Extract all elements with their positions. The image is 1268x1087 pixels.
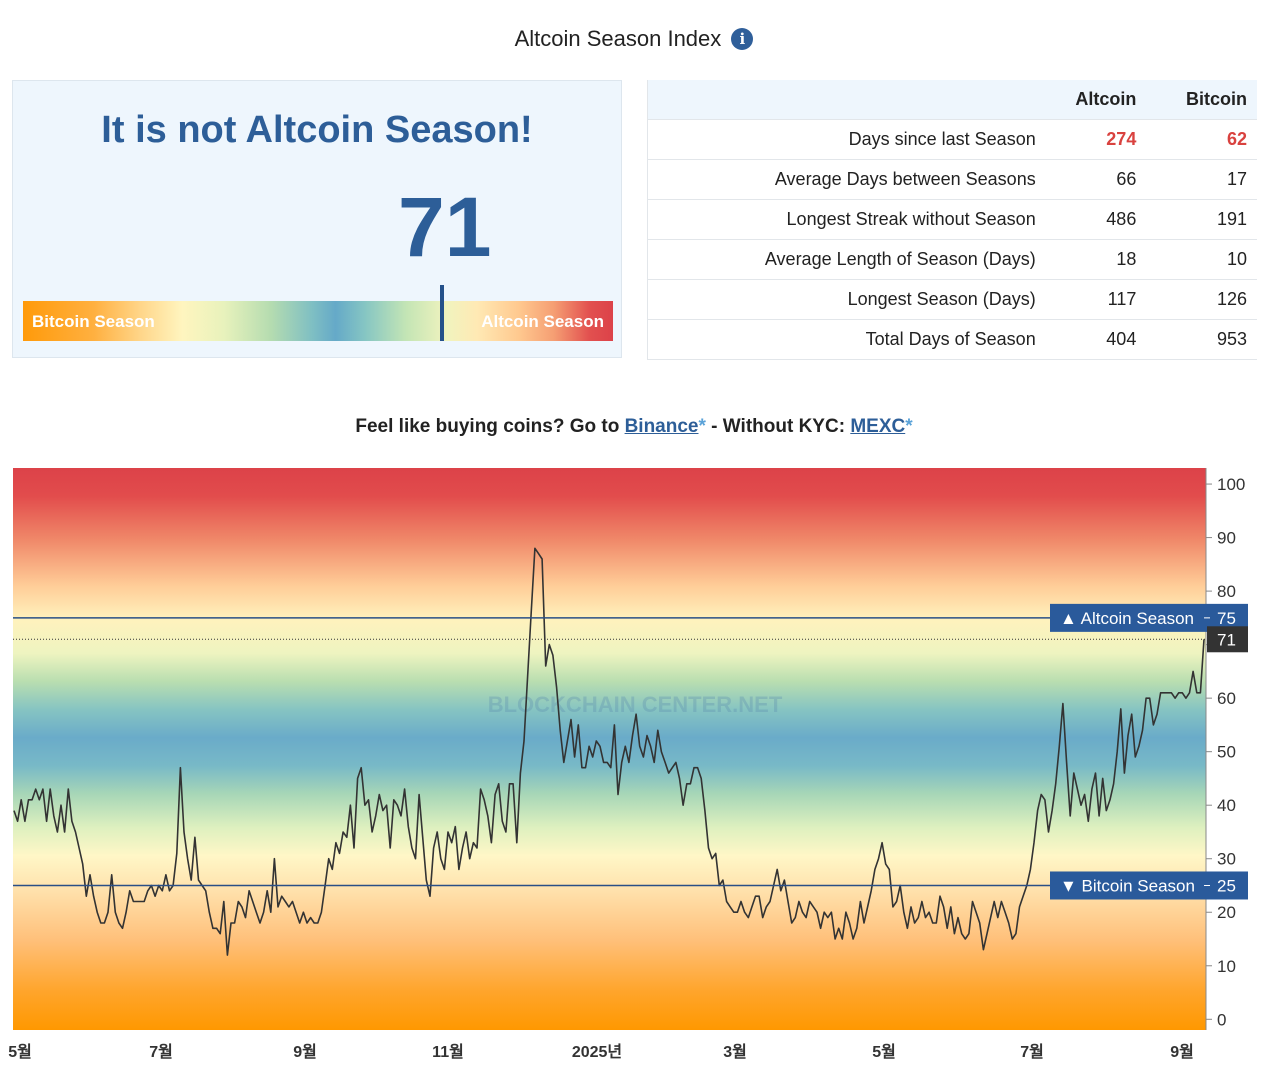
x-tick-label: 7월 [1020, 1043, 1044, 1061]
table-row: Total Days of Season 404 953 [647, 319, 1257, 360]
y-tick-label: 10 [1217, 957, 1236, 976]
table-row: Average Days between Seasons 66 17 [647, 159, 1257, 200]
threshold-value-label: 75 [1217, 609, 1236, 628]
binance-asterisk: * [698, 416, 706, 437]
season-stats-table: Altcoin Bitcoin Days since last Season 2… [647, 80, 1257, 360]
table-row: Days since last Season 274 62 [647, 119, 1257, 160]
y-tick-label: 50 [1217, 743, 1236, 762]
chart-background [13, 468, 1206, 1030]
column-header-altcoin: Altcoin [1035, 80, 1147, 120]
threshold-label: ▼ Bitcoin Season [1060, 876, 1195, 895]
season-headline: It is not Altcoin Season! [101, 109, 533, 151]
threshold-value-label: 25 [1217, 876, 1236, 895]
x-tick-label: 3월 [723, 1043, 747, 1061]
y-tick-label: 80 [1217, 582, 1236, 601]
season-status-panel: It is not Altcoin Season! 71 Bitcoin Sea… [12, 80, 622, 358]
bitcoin-value: 191 [1146, 199, 1257, 240]
x-tick-label: 2025년 [572, 1042, 622, 1061]
column-header-label [647, 80, 1036, 120]
table-row: Longest Season (Days) 117 126 [647, 279, 1257, 320]
y-tick-label: 30 [1217, 850, 1236, 869]
page-title-text: Altcoin Season Index [514, 26, 722, 51]
altcoin-value: 486 [1035, 199, 1147, 240]
y-tick-label: 20 [1217, 903, 1236, 922]
gauge-bitcoin-season-label: Bitcoin Season [32, 312, 155, 331]
altcoin-value: 66 [1035, 159, 1147, 200]
row-label: Total Days of Season [647, 319, 1036, 360]
binance-link[interactable]: Binance [624, 416, 699, 437]
promo-prefix: Feel like buying coins? Go to [355, 416, 625, 437]
table-row: Longest Streak without Season 486 191 [647, 199, 1257, 240]
altcoin-value: 404 [1035, 319, 1147, 360]
x-tick-label: 5월 [8, 1043, 32, 1061]
threshold-label: ▲ Altcoin Season [1060, 609, 1194, 628]
x-tick-label: 7월 [149, 1043, 173, 1061]
y-tick-label: 40 [1217, 796, 1236, 815]
mexc-asterisk: * [905, 416, 913, 437]
current-value-badge [1207, 626, 1248, 653]
row-label: Average Length of Season (Days) [647, 239, 1036, 280]
bitcoin-value: 17 [1146, 159, 1257, 200]
x-tick-label: 9월 [1170, 1043, 1194, 1061]
promo-middle: - Without KYC: [705, 416, 851, 437]
row-label: Days since last Season [647, 119, 1036, 160]
column-header-bitcoin: Bitcoin [1146, 80, 1257, 120]
y-tick-label: 60 [1217, 689, 1236, 708]
threshold-label-box [1050, 871, 1248, 900]
index-value: 71 [398, 180, 492, 274]
x-tick-label: 9월 [293, 1043, 317, 1061]
row-label: Longest Season (Days) [647, 279, 1036, 320]
season-gauge-bar: Bitcoin Season Altcoin Season [23, 285, 613, 341]
altcoin-value: 117 [1035, 279, 1147, 320]
bitcoin-value: 62 [1146, 119, 1257, 160]
table-row: Average Length of Season (Days) 18 10 [647, 239, 1257, 280]
x-tick-label: 11월 [432, 1043, 464, 1061]
page-title: Altcoin Season Index i [0, 26, 1268, 52]
y-tick-label: 100 [1217, 475, 1245, 494]
bitcoin-value: 126 [1146, 279, 1257, 320]
y-tick-label: 0 [1217, 1010, 1226, 1029]
row-label: Average Days between Seasons [647, 159, 1036, 200]
current-value-label: 71 [1217, 630, 1236, 649]
bitcoin-value: 10 [1146, 239, 1257, 280]
x-tick-label: 5월 [872, 1043, 896, 1061]
gauge-altcoin-season-label: Altcoin Season [481, 312, 604, 331]
altcoin-value: 18 [1035, 239, 1147, 280]
chart-watermark: BLOCKCHAIN CENTER.NET [488, 692, 783, 717]
bitcoin-value: 953 [1146, 319, 1257, 360]
mexc-link[interactable]: MEXC [850, 416, 906, 437]
table-header-row: Altcoin Bitcoin [647, 80, 1257, 120]
gauge-marker [439, 285, 444, 341]
index-series-line [13, 547, 1205, 956]
y-tick-label: 90 [1217, 529, 1236, 548]
promo-line: Feel like buying coins? Go to Binance* -… [0, 416, 1268, 438]
row-label: Longest Streak without Season [647, 199, 1036, 240]
info-icon[interactable]: i [731, 28, 754, 50]
altcoin-value: 274 [1035, 119, 1147, 160]
